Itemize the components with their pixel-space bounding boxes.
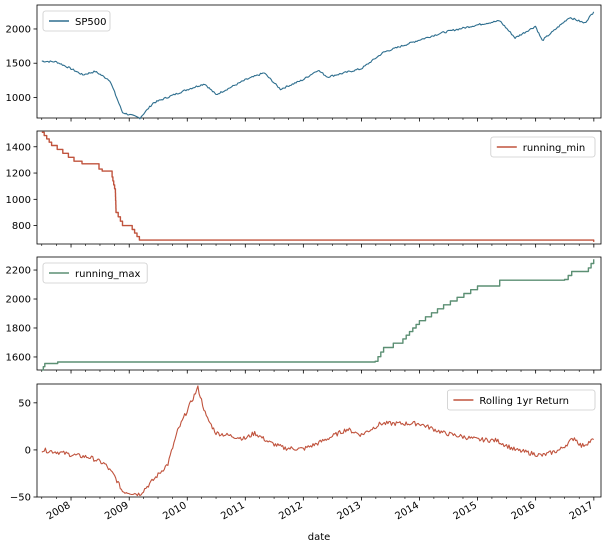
series-line-rolling-1yr-return xyxy=(41,385,595,497)
legend: running_max xyxy=(42,262,148,284)
x-tick-label: 2014 xyxy=(394,500,422,522)
legend-box xyxy=(42,262,148,284)
axes-frame xyxy=(36,4,602,119)
x-tick-label: 2012 xyxy=(277,500,305,522)
legend-box xyxy=(490,136,596,158)
y-tick-label: 2000 xyxy=(6,24,31,35)
axes-frame xyxy=(36,256,602,371)
series-line-running-min xyxy=(41,131,595,242)
y-tick-label: 1000 xyxy=(6,195,31,206)
legend-label: SP500 xyxy=(75,17,106,28)
y-tick-label: 1200 xyxy=(6,169,31,180)
y-tick-label: 2200 xyxy=(6,266,31,277)
y-tick-label: 800 xyxy=(12,221,31,232)
series-line-sp500 xyxy=(41,11,595,120)
subplot-2: 800 1000 1200 1400 running_min xyxy=(6,130,602,248)
legend: SP500 xyxy=(42,10,111,32)
x-tick-label: 2015 xyxy=(452,500,480,522)
y-tick-label: 1600 xyxy=(6,352,31,363)
x-tick-label: 2011 xyxy=(219,500,247,522)
x-tick-label: 2017 xyxy=(568,500,596,522)
x-tick-label: 2009 xyxy=(103,500,131,522)
y-tick-label: 1000 xyxy=(6,93,31,104)
axes-frame xyxy=(36,130,602,245)
axes-frame xyxy=(36,383,602,498)
subplot-3: 1600 1800 2000 2200 running_max xyxy=(6,256,602,374)
x-tick-label: 2016 xyxy=(510,500,538,522)
legend-box xyxy=(42,10,111,32)
y-tick-label: 1800 xyxy=(6,323,31,334)
x-tick-label: 2010 xyxy=(161,500,189,522)
x-tick-label: 2013 xyxy=(335,500,363,522)
series-line-running-max xyxy=(41,259,595,371)
y-tick-label: 1400 xyxy=(6,142,31,153)
subplot-1: 1000 1500 2000 SP500 xyxy=(6,4,602,122)
legend: running_min xyxy=(490,136,596,158)
legend-label: Rolling 1yr Return xyxy=(479,396,569,407)
y-tick-label: 0 xyxy=(25,445,31,456)
legend-box xyxy=(446,389,596,411)
x-tick-label: 2008 xyxy=(45,500,73,522)
y-tick-label: −50 xyxy=(10,493,31,504)
y-tick-label: 1500 xyxy=(6,59,31,70)
legend-label: running_max xyxy=(75,269,140,280)
legend-label: running_min xyxy=(523,143,585,154)
x-axis-label: date xyxy=(308,532,331,543)
legend: Rolling 1yr Return xyxy=(446,389,596,411)
y-tick-label: 50 xyxy=(18,398,31,409)
y-tick-label: 2000 xyxy=(6,295,31,306)
subplot-4: −50 0 50 Rolling 1yr Return xyxy=(10,383,602,504)
